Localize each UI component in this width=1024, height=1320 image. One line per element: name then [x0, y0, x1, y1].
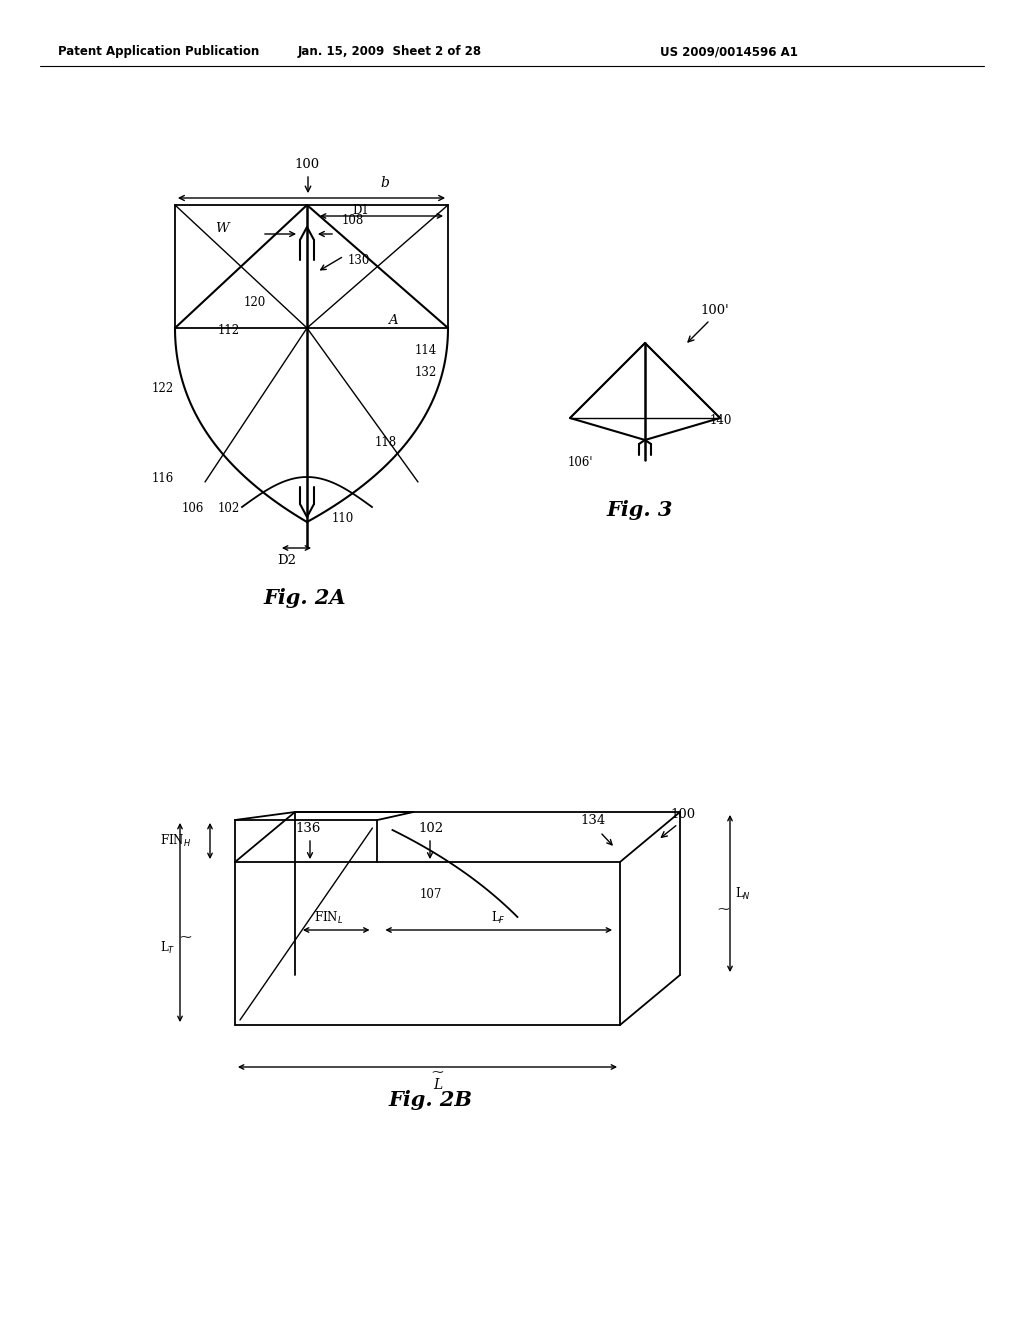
Text: 100: 100: [294, 158, 319, 172]
Text: 110: 110: [332, 511, 354, 524]
Text: US 2009/0014596 A1: US 2009/0014596 A1: [660, 45, 798, 58]
Text: FIN$_H$: FIN$_H$: [160, 833, 191, 849]
Text: 100': 100': [700, 304, 729, 317]
Text: 107: 107: [420, 888, 442, 902]
Text: 132: 132: [415, 366, 437, 379]
Text: 122: 122: [152, 381, 174, 395]
Text: 130: 130: [348, 253, 371, 267]
Text: 106: 106: [182, 502, 205, 515]
Text: 102: 102: [418, 821, 443, 834]
Text: FIN$_L$: FIN$_L$: [314, 909, 343, 927]
Text: 114: 114: [415, 343, 437, 356]
Text: L$_N$: L$_N$: [735, 886, 751, 902]
Text: 118: 118: [375, 437, 397, 450]
Text: Jan. 15, 2009  Sheet 2 of 28: Jan. 15, 2009 Sheet 2 of 28: [298, 45, 482, 58]
Text: ~: ~: [430, 1064, 444, 1081]
Text: 136: 136: [295, 821, 321, 834]
Text: 140: 140: [710, 413, 732, 426]
Text: D1: D1: [352, 203, 369, 216]
Text: 112: 112: [218, 323, 240, 337]
Text: W: W: [215, 222, 228, 235]
Text: A: A: [388, 314, 397, 326]
Text: b: b: [380, 176, 389, 190]
Text: L$_F$: L$_F$: [492, 909, 506, 927]
Text: Fig. 3: Fig. 3: [607, 500, 673, 520]
Text: 108: 108: [342, 214, 365, 227]
Text: 100: 100: [670, 808, 695, 821]
Text: 120: 120: [244, 297, 266, 309]
Text: ~: ~: [716, 900, 730, 917]
Text: L: L: [433, 1078, 442, 1092]
Text: D2: D2: [278, 553, 297, 566]
Text: Fig. 2A: Fig. 2A: [264, 587, 346, 609]
Text: 106': 106': [568, 457, 594, 470]
Text: L$_T$: L$_T$: [160, 940, 175, 956]
Text: ~: ~: [178, 928, 191, 945]
Text: 102: 102: [218, 502, 241, 515]
Text: Patent Application Publication: Patent Application Publication: [58, 45, 259, 58]
Text: 116: 116: [152, 471, 174, 484]
Text: Fig. 2B: Fig. 2B: [388, 1090, 472, 1110]
Text: 134: 134: [580, 813, 605, 826]
